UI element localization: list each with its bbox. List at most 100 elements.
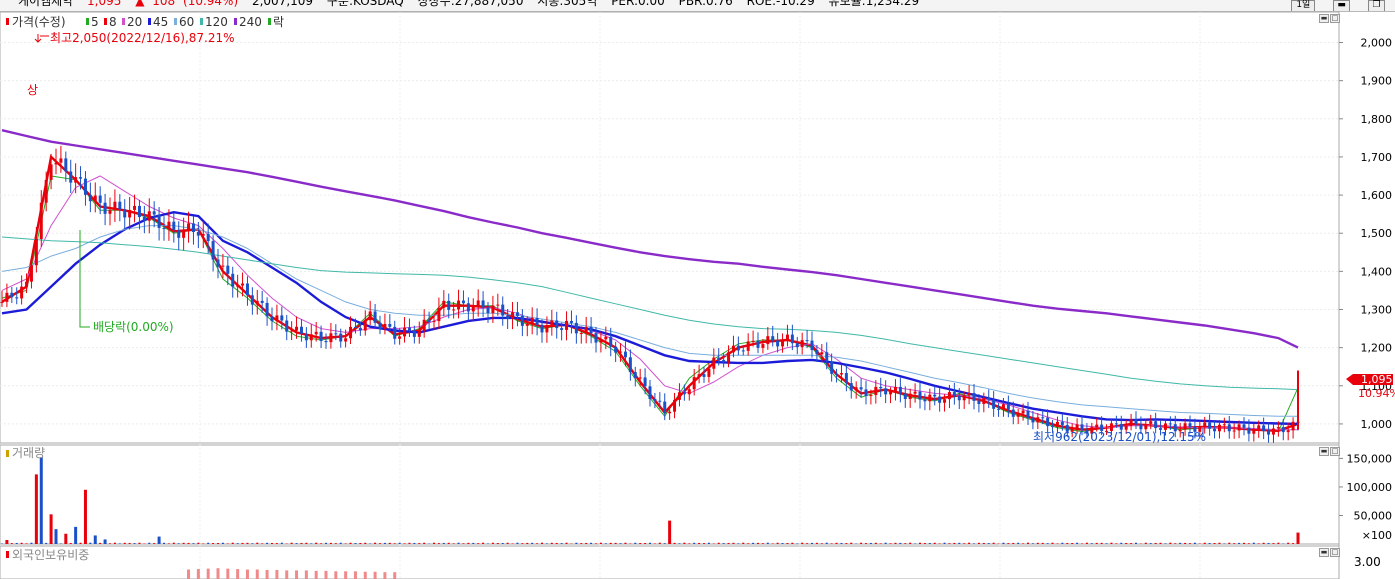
candle-body [88,194,92,202]
legend-swatch-3 [148,18,151,25]
candle-body [74,177,78,183]
candle-body [982,397,986,404]
volume-bar-small [344,543,347,544]
volume-bar-small [781,543,784,544]
candle-body [108,210,112,214]
volume-bar [34,474,38,544]
candle-body [668,411,672,414]
volume-bar-small [113,542,116,544]
volume-bar-small [266,542,269,544]
volume-bar-small [275,543,278,544]
volume-bar-small [447,542,450,544]
candle-body [628,357,632,373]
dividend-line [79,230,90,328]
low-label: 최저962(2023/12/01),12.15% [1033,430,1206,444]
candle-body [157,214,161,229]
volume-bar-small [869,542,872,544]
volume-bar-small [359,543,362,544]
volume-bar-small [835,542,838,544]
candle-body [1109,423,1113,431]
minimize-icon[interactable]: ▬ [1333,0,1351,11]
volume-bar-small [369,543,372,544]
volume-bar-small [388,542,391,544]
volume-bar-small [320,543,323,544]
candle-body [879,386,883,389]
foreign-panel-maximize-icon[interactable]: □ [1330,548,1340,557]
volume-bar-small [1287,542,1290,544]
volume-bar-small [290,542,293,544]
volume-bar-small [1238,542,1241,544]
volume-bar-small [374,542,377,544]
volume-bar [668,520,672,544]
candle-body [864,389,868,397]
candle-body [295,326,299,331]
foreign-bar [363,571,367,579]
candle-body [44,179,48,203]
volume-bar-small [452,543,455,544]
volume-bar-small [383,542,386,544]
price-candles [0,145,1300,443]
ma-line-240 [1,129,1299,349]
period-button[interactable]: 1일 [1291,0,1316,11]
foreign-panel-minimize-icon[interactable]: ▬ [1319,548,1329,557]
panel-minimize-icon[interactable]: ▬ [1319,14,1329,23]
candle-body [123,209,127,218]
volume-bar-small [99,542,102,544]
candle-body [1065,424,1069,432]
panel-maximize-icon[interactable]: □ [1330,14,1340,23]
vol-unit-label: ×100 [1362,529,1392,542]
foreign-bar [324,570,328,579]
candle-body [255,300,259,305]
candle-body [501,304,505,316]
candle-body [1060,421,1064,425]
volume-bar-small [1154,542,1157,544]
volume-bar-small [521,543,524,544]
candle-body [673,399,677,412]
candle-body [781,339,785,347]
candle-body [800,340,804,348]
candle-body [1114,423,1118,425]
volume-bar-small [300,542,303,544]
volume-bar-small [172,542,175,544]
candle-body [702,374,706,377]
volume-bar-small [624,542,627,544]
volume-bar-small [977,542,980,544]
y-tick-label: 1,300 [1361,304,1393,317]
candle-body [98,195,102,203]
candle-body [339,333,343,342]
candle-body [314,331,318,335]
legend: 가격(수정) 5 8 20 45 60 120 240 락 [6,15,284,29]
vol-panel-minimize-icon[interactable]: ▬ [1319,447,1329,456]
candle-body [422,319,426,331]
candle-body [1237,424,1241,431]
candle-body [574,322,578,334]
candle-body [49,164,53,180]
volume-bar-small [1022,543,1025,544]
restore-icon[interactable]: ❐ [1368,0,1385,11]
candle-body [167,221,171,229]
volume-bar-small [25,543,28,544]
candle-body [491,305,495,314]
candle-body [59,158,63,163]
candle-body [609,336,613,347]
volume-bar-small [477,543,480,544]
volume-bar [64,533,68,544]
volume-bar-small [251,543,254,544]
volume-bar-small [118,543,121,544]
volume-bar [74,526,78,544]
volume-bar-small [565,542,568,544]
candle-body [545,325,549,333]
volume-bar-small [550,542,553,544]
candle-body [5,292,9,302]
volume-bar-small [560,543,563,544]
candle-body [707,368,711,377]
volume-bar-small [271,542,273,544]
high-label: 최고2,050(2022/12/16),87.21% [50,31,235,45]
candle-body [137,205,141,218]
volume-bar-small [673,542,676,544]
candle-body [177,230,181,238]
vol-panel-maximize-icon[interactable]: □ [1330,447,1340,456]
candle-body [1271,428,1275,435]
volume-bar-small [487,543,489,544]
